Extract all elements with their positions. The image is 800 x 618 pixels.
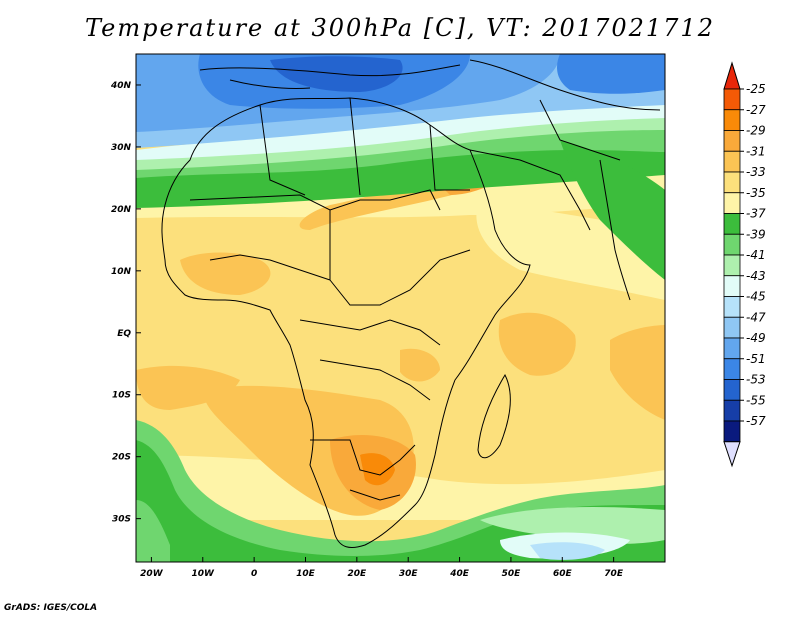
- colorbar-label: -55: [746, 393, 766, 407]
- lat-tick-label: 10N: [111, 267, 132, 277]
- lat-tick-label: 10S: [112, 391, 131, 401]
- grads-credit: GrADS: IGES/COLA: [4, 603, 98, 613]
- lon-tick-label: 30E: [399, 569, 419, 579]
- colorbar-segment: [723, 358, 741, 380]
- colorbar-segment: [723, 130, 741, 152]
- colorbar-label: -29: [746, 124, 766, 138]
- colorbar-segment: [723, 150, 741, 173]
- colorbar-label: -43: [746, 269, 766, 283]
- lat-tick-label: 30S: [112, 515, 131, 525]
- colorbar-segment: [723, 420, 741, 443]
- colorbar-label: -31: [746, 144, 766, 158]
- axis-ticks: 20W 10W 0 10E 20E 30E 40E 50E 60E 70E 40N 30N 20N 10N…: [110, 81, 624, 579]
- colorbar-label: -57: [746, 414, 766, 428]
- lat-tick-label: 40N: [110, 81, 132, 91]
- colorbar-segment: [723, 275, 741, 297]
- colorbar-label: -37: [746, 207, 766, 221]
- colorbar-bottom-arrow: [723, 441, 741, 468]
- lon-tick-label: 20E: [348, 569, 368, 579]
- lat-tick-label: 30N: [111, 143, 132, 153]
- colorbar-segment: [723, 88, 741, 111]
- lon-tick-label: 10E: [296, 569, 316, 579]
- coastlines: [161, 59, 661, 548]
- lat-tick-label: EQ: [117, 329, 131, 339]
- plot-frame: [135, 53, 666, 563]
- colorbar-label: -47: [746, 310, 766, 324]
- colorbar-label: -41: [746, 248, 766, 262]
- lon-tick-label: 20W: [140, 569, 164, 579]
- colorbar-segment: [723, 316, 741, 339]
- colorbar-label: -39: [746, 227, 766, 241]
- lat-tick-label: 20S: [112, 453, 131, 463]
- colorbar-segment: [723, 171, 741, 194]
- lon-tick-label: 50E: [502, 569, 522, 579]
- colorbar-segment: [723, 254, 741, 277]
- temperature-field: [136, 54, 665, 562]
- lon-tick-label: 60E: [553, 569, 573, 579]
- colorbar-label: -53: [746, 373, 766, 387]
- lon-tick-label: 0: [251, 569, 257, 579]
- colorbar-segment: [723, 337, 741, 360]
- colorbar-segment: [723, 379, 741, 401]
- colorbar-label: -51: [746, 352, 766, 366]
- lon-tick-label: 10W: [192, 569, 216, 579]
- map-title: Temperature at 300hPa [C], VT: 201702171…: [85, 14, 715, 42]
- colorbar-segment: [723, 109, 741, 131]
- lon-tick-label: 40E: [449, 569, 470, 579]
- lat-tick-label: 20N: [111, 205, 132, 215]
- colorbar-label: -25: [746, 82, 766, 96]
- colorbar-label: -45: [746, 290, 766, 304]
- colorbar-label: -35: [746, 186, 766, 200]
- colorbar: -25 -27 -29 -31 -33 -35 -37 -39 -41 -43 -45 -47 -49 -…: [723, 61, 766, 468]
- colorbar-segment: [723, 296, 741, 318]
- colorbar-segment: [723, 213, 741, 235]
- colorbar-label: -27: [746, 103, 766, 117]
- colorbar-segment: [723, 399, 741, 422]
- colorbar-segment: [723, 192, 741, 214]
- colorbar-label: -49: [746, 331, 766, 345]
- lon-tick-label: 70E: [604, 569, 624, 579]
- colorbar-segment: [723, 233, 741, 256]
- colorbar-label: -33: [746, 165, 766, 179]
- colorbar-top-arrow: [723, 61, 741, 90]
